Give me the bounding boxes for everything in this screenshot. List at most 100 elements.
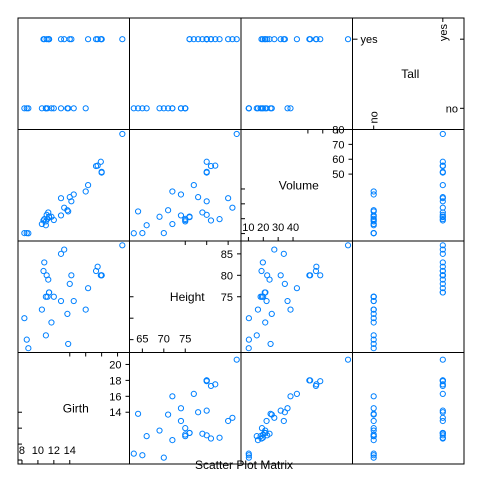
data-point <box>439 162 446 169</box>
data-point <box>370 319 377 326</box>
data-point <box>156 427 163 434</box>
data-point <box>65 208 72 215</box>
data-point <box>212 162 219 169</box>
data-point <box>186 36 193 43</box>
data-point <box>317 272 324 279</box>
data-point <box>271 246 278 253</box>
tick-label: 40 <box>287 222 299 234</box>
data-point <box>262 319 269 326</box>
data-point <box>439 130 446 138</box>
data-point <box>82 188 89 195</box>
panel-tall-vs-tall <box>352 17 465 130</box>
tick-label: no <box>369 111 381 123</box>
data-point <box>271 36 278 43</box>
tick-label: 14 <box>109 407 121 419</box>
data-point <box>264 36 271 43</box>
tick-label: 14 <box>64 445 76 457</box>
data-point <box>57 36 65 43</box>
data-point <box>344 356 352 363</box>
data-point <box>233 356 240 363</box>
data-point <box>287 306 294 313</box>
data-point <box>281 36 288 43</box>
data-point <box>370 230 377 237</box>
data-point <box>190 36 197 43</box>
data-point <box>169 105 176 112</box>
data-point <box>439 216 446 223</box>
data-point <box>130 230 137 237</box>
data-point <box>370 191 377 198</box>
tick-label: 10 <box>32 445 44 457</box>
data-point <box>439 246 446 253</box>
data-point <box>370 310 377 317</box>
data-point <box>277 272 284 279</box>
tick-label: 85 <box>221 249 233 261</box>
data-point <box>23 336 30 343</box>
tick-label: 30 <box>272 222 284 234</box>
data-point <box>253 332 260 339</box>
data-point <box>57 195 65 202</box>
data-point <box>313 263 320 270</box>
variable-label-height: Height <box>170 290 205 304</box>
data-point <box>344 242 352 249</box>
data-point <box>182 216 189 224</box>
data-point <box>212 36 219 43</box>
data-point <box>45 36 53 43</box>
data-point <box>439 356 446 363</box>
data-point <box>245 105 252 112</box>
data-point <box>313 381 320 388</box>
data-point <box>25 230 32 237</box>
data-point <box>439 276 446 283</box>
data-point <box>186 429 193 437</box>
data-point <box>267 410 274 417</box>
tick-label: 50 <box>332 169 344 181</box>
data-point <box>225 417 232 425</box>
panel-tall-vs-girth <box>352 352 465 465</box>
data-point <box>160 454 167 461</box>
data-point <box>169 188 176 195</box>
data-point <box>182 105 189 112</box>
tick-label: 8 <box>19 445 25 457</box>
data-point <box>57 105 65 112</box>
data-point <box>284 105 291 112</box>
data-point <box>439 211 446 218</box>
data-point <box>258 425 266 432</box>
diagonal-labels: Girth 8 10 12 14 14 16 18 20 Height 65 70 75 75 80 85 Vo… <box>18 18 464 464</box>
data-point <box>139 452 146 459</box>
data-point <box>199 209 206 216</box>
data-point <box>64 310 71 317</box>
data-point <box>245 345 252 352</box>
data-point <box>207 435 215 442</box>
data-point <box>130 105 137 112</box>
data-point <box>50 105 57 112</box>
variable-label-tall: Tall <box>401 67 419 81</box>
data-point <box>40 267 47 275</box>
data-points <box>21 36 446 461</box>
data-point <box>439 377 446 384</box>
data-point <box>293 390 300 398</box>
data-point <box>439 285 446 292</box>
data-point <box>216 36 223 43</box>
data-point <box>293 285 300 292</box>
data-point <box>370 345 377 352</box>
data-point <box>195 36 202 43</box>
data-point <box>216 434 223 441</box>
data-point <box>312 267 320 275</box>
panel-girth-vs-height <box>17 240 130 353</box>
panel-tall-vs-height <box>352 240 465 353</box>
data-point <box>306 272 313 279</box>
data-point <box>203 407 210 414</box>
data-point <box>370 216 377 224</box>
data-point <box>266 276 273 283</box>
data-point <box>190 390 197 398</box>
data-point <box>439 390 446 398</box>
data-point <box>317 36 324 43</box>
tick-label: no <box>446 103 458 115</box>
data-point <box>207 162 215 170</box>
data-point <box>212 381 219 388</box>
data-point <box>259 36 266 43</box>
panel-height-vs-tall <box>129 17 242 130</box>
data-point <box>281 280 288 287</box>
data-point <box>233 130 240 138</box>
data-point <box>84 182 92 189</box>
data-point <box>268 310 275 317</box>
